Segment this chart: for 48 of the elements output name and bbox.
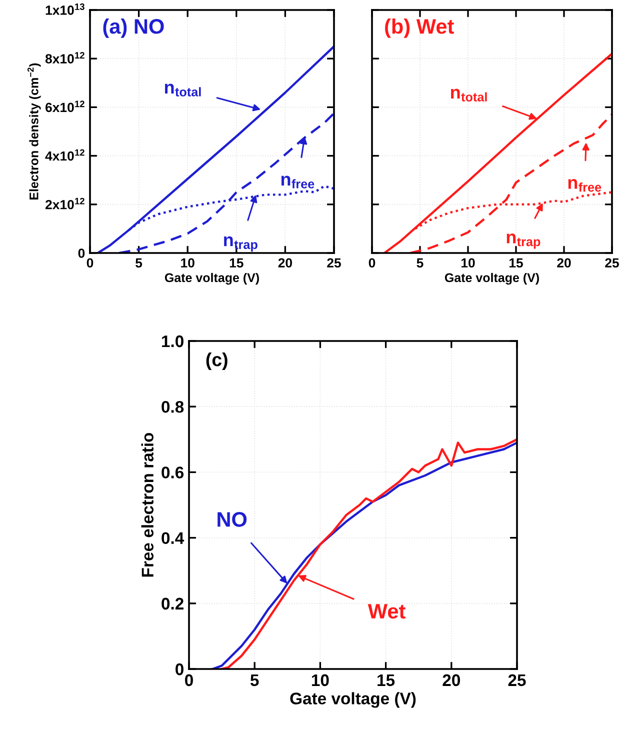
x-tick-label: 10 (181, 258, 194, 268)
y-axis-title: Electron density (cm$^{−2}$) (27, 63, 41, 200)
x-tick-label: 20 (557, 258, 571, 268)
y-tick-label: 8x10$^{12}$ (45, 52, 84, 64)
y-tick-label: 6x10$^{12}$ (46, 100, 84, 112)
x-tick-label: 20 (278, 258, 292, 268)
y-tick-label: 4x10$^{12}$ (45, 149, 84, 161)
annotation: NO (218, 512, 247, 527)
x-tick-label: 5 (250, 674, 259, 686)
y-tick-label: 1x10$^{13}$ (46, 3, 84, 15)
line-series (96, 45, 334, 253)
y-tick-label: 0 (176, 663, 184, 676)
x-tick-label: 25 (605, 258, 619, 268)
annotation: Wet (368, 604, 406, 619)
line-series (118, 112, 334, 253)
x-tick-label: 0 (185, 674, 193, 686)
x-tick-label: 15 (230, 258, 244, 268)
text: (c) (206, 352, 228, 370)
x-tick-label: 10 (461, 258, 475, 268)
x-tick-label: 5 (416, 258, 424, 268)
y-tick-label: 1.0 (162, 335, 184, 348)
y-tick-label: 2x10$^{12}$ (45, 198, 84, 210)
x-tick-label: 15 (509, 258, 523, 268)
x-axis-title: Gate voltage (V) (290, 692, 416, 708)
annotation: n$_{total}$ (164, 84, 201, 96)
annotation: n$_{trap}$ (224, 236, 258, 252)
x-tick-label: 5 (136, 258, 142, 268)
y-tick-label: 0.2 (162, 598, 184, 610)
y-axis-title: Free electron ratio (141, 432, 154, 577)
annotation: n$_{free}$ (281, 176, 314, 188)
annotation: n$_{free}$ (568, 179, 602, 192)
x-tick-label: 25 (508, 674, 526, 686)
x-tick-label: 0 (368, 258, 376, 268)
y-tick-label: 0.6 (162, 466, 184, 478)
annotation: n$_{trap}$ (506, 234, 540, 249)
chart-title: (b) Wet (385, 18, 454, 38)
x-tick-label: 25 (327, 258, 341, 268)
x-axis-title: Gate voltage (V) (444, 272, 539, 285)
x-axis-title: Gate voltage (V) (164, 272, 259, 285)
y-tick-label: 0.8 (162, 401, 184, 413)
x-tick-label: 0 (86, 258, 94, 268)
y-tick-label: 0 (78, 248, 85, 258)
x-tick-label: 10 (312, 674, 329, 686)
x-tick-label: 15 (378, 674, 395, 686)
chart-title: (a) NO (103, 18, 164, 38)
y-tick-label: 0.4 (162, 532, 184, 544)
x-tick-label: 20 (442, 674, 460, 686)
annotation: n$_{total}$ (451, 88, 487, 102)
